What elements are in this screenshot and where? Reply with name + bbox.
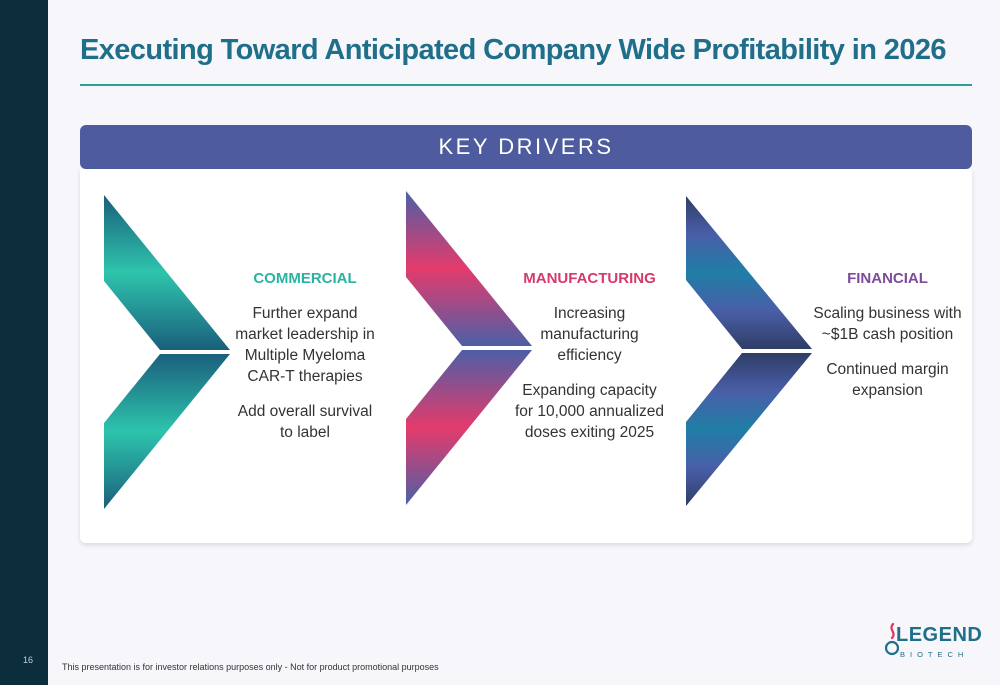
driver-text: Continued margin expansion bbox=[826, 361, 949, 399]
driver-manufacturing: MANUFACTURING Increasing manufacturing e… bbox=[512, 270, 667, 457]
financial-chevron-icon bbox=[686, 196, 812, 506]
driver-text: Further expand market leadership in Mult… bbox=[235, 305, 375, 385]
slide-title: Executing Toward Anticipated Company Wid… bbox=[80, 34, 947, 66]
driver-text: Scaling business with ~$1B cash position bbox=[813, 305, 962, 343]
driver-financial: FINANCIAL Scaling business with ~$1B cas… bbox=[810, 270, 965, 415]
driver-text: Expanding capacity for 10,000 annualized… bbox=[514, 382, 665, 441]
logo-word: LEGEND bbox=[896, 624, 983, 646]
driver-heading: COMMERCIAL bbox=[253, 270, 357, 287]
manufacturing-chevron-icon bbox=[406, 191, 532, 505]
logo-mark-icon bbox=[884, 622, 900, 656]
disclaimer-footer: This presentation is for investor relati… bbox=[62, 662, 439, 672]
driver-heading: MANUFACTURING bbox=[523, 270, 656, 287]
key-drivers-banner: KEY DRIVERS bbox=[80, 125, 972, 169]
logo-subtitle: BIOTECH bbox=[900, 650, 969, 659]
title-divider bbox=[80, 84, 972, 86]
banner-label: KEY DRIVERS bbox=[438, 134, 614, 159]
driver-commercial: COMMERCIAL Further expand market leaders… bbox=[230, 270, 380, 457]
driver-heading: FINANCIAL bbox=[847, 270, 928, 287]
legend-biotech-logo: LEGEND BIOTECH bbox=[884, 622, 982, 668]
drivers-card: COMMERCIAL Further expand market leaders… bbox=[80, 169, 972, 543]
page-number: 16 bbox=[22, 655, 33, 665]
driver-text: Add overall survival to label bbox=[237, 403, 373, 441]
left-sidebar-bar bbox=[0, 0, 48, 685]
driver-text: Increasing manufacturing efficiency bbox=[540, 305, 639, 364]
commercial-chevron-icon bbox=[104, 195, 230, 509]
